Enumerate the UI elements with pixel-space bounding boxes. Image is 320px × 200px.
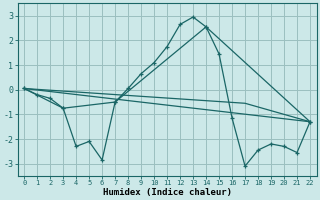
X-axis label: Humidex (Indice chaleur): Humidex (Indice chaleur) <box>103 188 232 197</box>
